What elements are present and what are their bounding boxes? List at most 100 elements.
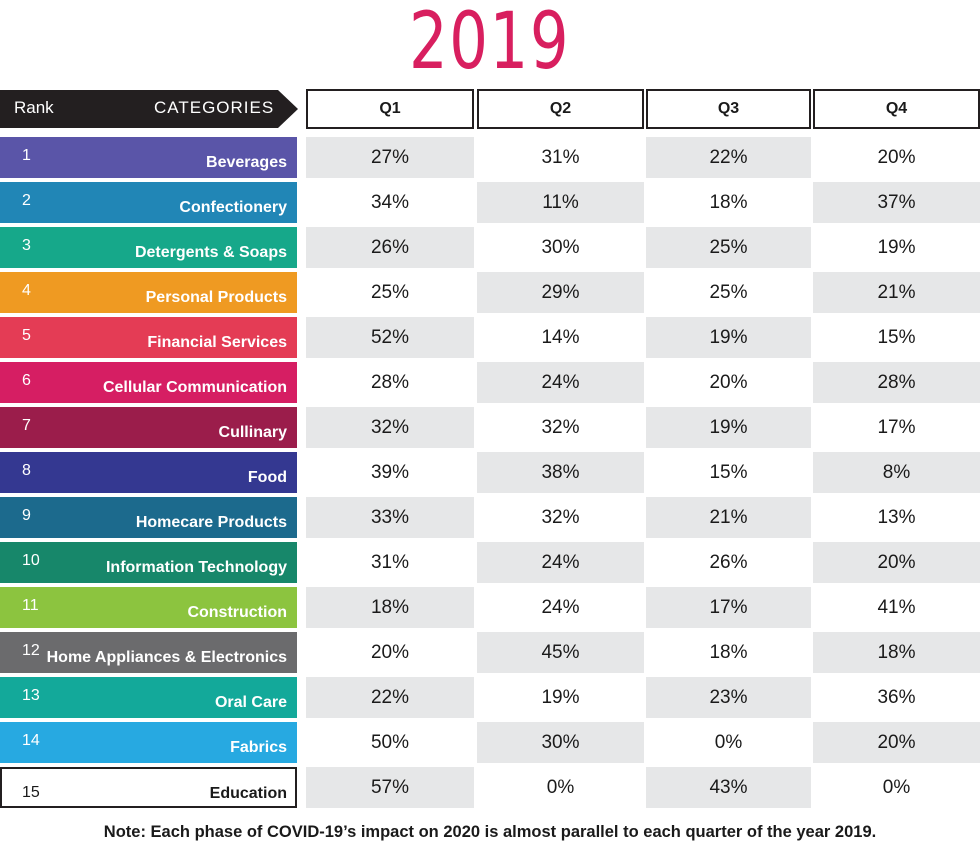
- value-cell: 0%: [714, 732, 743, 753]
- value-cell: 30%: [541, 237, 580, 258]
- category-row-label: 6 Cellular Communication: [0, 362, 297, 403]
- value-cell: 13%: [877, 507, 916, 528]
- column-header-q2: Q2: [477, 89, 644, 129]
- category-row-label: 10 Information Technology: [0, 542, 297, 583]
- value-cell: 36%: [877, 687, 916, 708]
- category-name: Personal Products: [145, 289, 287, 306]
- rank-number: 15: [22, 784, 40, 801]
- value-cell: 21%: [646, 497, 811, 538]
- value-cell: 15%: [877, 327, 916, 348]
- rank-number: 11: [22, 597, 39, 614]
- value-cell: 37%: [813, 182, 980, 223]
- rank-number: 12: [22, 642, 40, 659]
- categories-header: Rank CATEGORIES: [0, 90, 298, 128]
- value-cell: 52%: [306, 317, 474, 358]
- value-cell: 25%: [646, 227, 811, 268]
- category-row-label: 1 Beverages: [0, 137, 297, 178]
- value-cell: 20%: [877, 147, 916, 168]
- value-cell: 45%: [477, 632, 644, 673]
- value-cell: 32%: [541, 417, 580, 438]
- category-name: Food: [247, 469, 287, 486]
- value-cell: 26%: [306, 227, 474, 268]
- value-cell: 24%: [541, 597, 580, 618]
- page-title: 2019: [409, 0, 571, 87]
- value-cell: 20%: [709, 372, 748, 393]
- rank-number: 5: [22, 327, 31, 344]
- rank-number: 7: [22, 417, 31, 434]
- value-cell: 18%: [306, 587, 474, 628]
- column-header-q4: Q4: [813, 89, 980, 129]
- category-row-label: 3 Detergents & Soaps: [0, 227, 297, 268]
- value-cell: 11%: [477, 182, 644, 223]
- value-cell: 33%: [306, 497, 474, 538]
- value-cell: 20%: [813, 542, 980, 583]
- value-cell: 15%: [709, 462, 748, 483]
- value-cell: 34%: [370, 192, 410, 213]
- value-cell: 32%: [306, 407, 474, 448]
- category-row-label: 9 Homecare Products: [0, 497, 297, 538]
- category-row-label: 2 Confectionery: [0, 182, 297, 223]
- value-cell: 24%: [477, 542, 644, 583]
- value-cell: 19%: [541, 687, 580, 708]
- rank-number: 13: [22, 687, 40, 704]
- value-cell: 39%: [370, 462, 410, 483]
- category-row-label: 7 Cullinary: [0, 407, 297, 448]
- category-row-label: 5 Financial Services: [0, 317, 297, 358]
- category-name: Construction: [187, 604, 287, 621]
- value-cell: 43%: [646, 767, 811, 808]
- value-cell: 24%: [477, 362, 644, 403]
- value-cell: 31%: [541, 147, 580, 168]
- value-cell: 31%: [370, 552, 410, 573]
- value-cell: 26%: [709, 552, 748, 573]
- value-cell: 21%: [813, 272, 980, 313]
- category-name: Education: [209, 785, 287, 802]
- rank-number: 6: [22, 372, 31, 389]
- value-cell: 17%: [877, 417, 916, 438]
- category-name: Beverages: [206, 154, 287, 171]
- value-cell: 14%: [541, 327, 580, 348]
- value-cell: 25%: [709, 282, 748, 303]
- value-cell: 19%: [877, 237, 916, 258]
- category-name: Oral Care: [214, 694, 287, 711]
- value-cell: 18%: [813, 632, 980, 673]
- value-cell: 32%: [541, 507, 580, 528]
- category-row-label: 14 Fabrics: [0, 722, 297, 763]
- footnote: Note: Each phase of COVID-19’s impact on…: [103, 823, 877, 841]
- category-name: Confectionery: [179, 199, 287, 216]
- column-header-q1: Q1: [306, 89, 474, 129]
- category-row-label: 12 Home Appliances & Electronics: [0, 632, 297, 673]
- category-name: Information Technology: [105, 559, 287, 576]
- value-cell: 22%: [306, 677, 474, 718]
- category-row-label: 8 Food: [0, 452, 297, 493]
- column-header-q3: Q3: [646, 89, 811, 129]
- value-cell: 19%: [646, 407, 811, 448]
- category-name: Cellular Communication: [102, 379, 287, 396]
- value-cell: 29%: [477, 272, 644, 313]
- category-row-label: 13 Oral Care: [0, 677, 297, 718]
- category-name: Financial Services: [147, 334, 287, 351]
- category-row-label: 15 Education: [0, 767, 297, 808]
- value-cell: 20%: [370, 642, 410, 663]
- category-row-label: 4 Personal Products: [0, 272, 297, 313]
- value-cell: 27%: [306, 137, 474, 178]
- value-cell: 25%: [370, 282, 410, 303]
- value-cell: 38%: [477, 452, 644, 493]
- categories-header-label: CATEGORIES: [154, 98, 275, 117]
- category-name: Cullinary: [218, 424, 287, 441]
- value-cell: 18%: [709, 192, 748, 213]
- value-cell: 30%: [477, 722, 644, 763]
- rank-number: 1: [22, 147, 31, 164]
- rank-number: 9: [22, 507, 31, 524]
- value-cell: 50%: [370, 732, 410, 753]
- category-row-label: 11 Construction: [0, 587, 297, 628]
- rank-number: 10: [22, 552, 40, 569]
- rank-header: Rank: [14, 98, 54, 117]
- value-cell: 17%: [646, 587, 811, 628]
- category-name: Home Appliances & Electronics: [46, 649, 287, 666]
- value-cell: 19%: [646, 317, 811, 358]
- category-name: Detergents & Soaps: [134, 244, 287, 261]
- value-cell: 0%: [546, 777, 575, 798]
- value-cell: 18%: [709, 642, 748, 663]
- value-cell: 20%: [813, 722, 980, 763]
- rank-number: 14: [22, 732, 40, 749]
